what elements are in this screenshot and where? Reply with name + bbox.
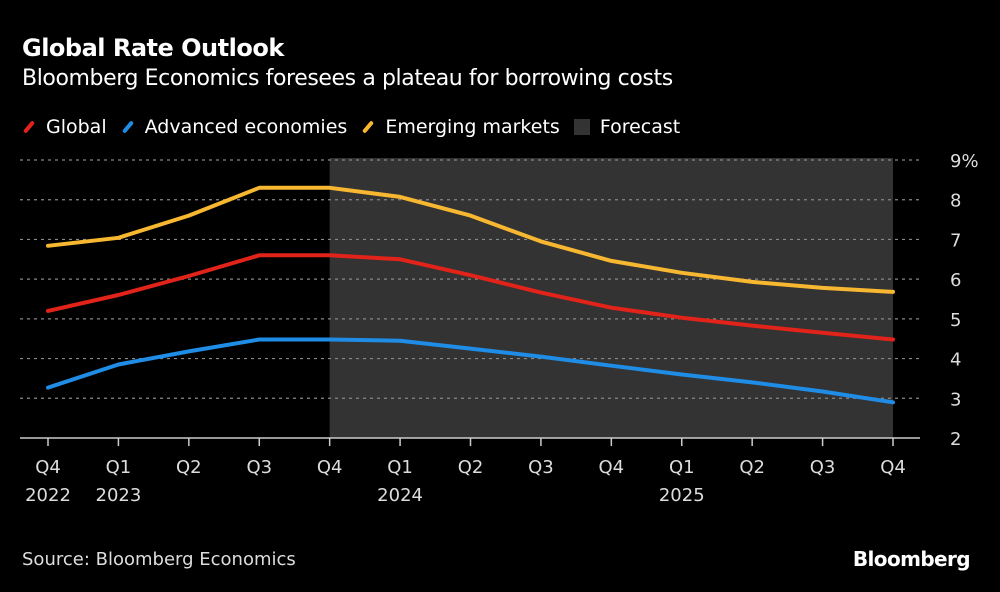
- source-note: Source: Bloomberg Economics: [22, 549, 296, 570]
- y-tick-label: 9%: [950, 151, 979, 172]
- y-tick-label: 6: [950, 270, 961, 291]
- x-tick-label: Q2: [176, 457, 202, 478]
- x-tick-label: Q3: [810, 457, 836, 478]
- legend-label: Forecast: [599, 116, 681, 138]
- x-tick-label: Q1: [106, 457, 132, 478]
- legend-swatch: [573, 119, 590, 135]
- legend: Global Advanced economies Emerging marke…: [22, 116, 694, 138]
- x-tick-label: Q1: [387, 457, 413, 478]
- y-tick-label: 8: [950, 191, 961, 212]
- x-tick-year-label: 2025: [659, 485, 705, 506]
- series-line-advanced-economies: [46, 337, 895, 405]
- y-tick-label: 4: [950, 350, 961, 371]
- x-tick-label: Q3: [528, 457, 554, 478]
- x-tick-year-label: 2024: [377, 485, 423, 506]
- x-tick-label: Q3: [246, 457, 272, 478]
- x-tick-label: Q2: [458, 457, 484, 478]
- x-tick-year-label: 2023: [96, 485, 142, 506]
- y-tick-label: 7: [950, 230, 961, 251]
- x-tick-year-label: 2022: [25, 485, 71, 506]
- legend-label: Advanced economies: [144, 116, 348, 138]
- legend-label: Emerging markets: [385, 116, 560, 138]
- y-tick-label: 2: [950, 429, 961, 450]
- bloomberg-logo: Bloomberg: [852, 547, 971, 571]
- x-tick-label: Q4: [880, 457, 906, 478]
- series-line-global: [46, 253, 895, 342]
- y-tick-label: 5: [950, 310, 961, 331]
- legend-item-emerging: Emerging markets: [361, 116, 560, 138]
- legend-item-forecast: Forecast: [573, 116, 681, 138]
- x-tick-label: Q4: [317, 457, 343, 478]
- series-line-emerging-markets: [46, 185, 895, 294]
- x-tick-label: Q4: [35, 457, 61, 478]
- y-tick-label: 3: [950, 389, 961, 410]
- chart-subtitle: Bloomberg Economics foresees a plateau f…: [22, 66, 673, 91]
- chart-title: Global Rate Outlook: [22, 34, 284, 62]
- legend-label: Global: [46, 116, 107, 138]
- x-tick-label: Q4: [599, 457, 625, 478]
- legend-item-global: Global: [22, 116, 107, 138]
- legend-item-advanced: Advanced economies: [121, 116, 348, 138]
- x-tick-label: Q1: [669, 457, 695, 478]
- x-tick-label: Q2: [739, 457, 765, 478]
